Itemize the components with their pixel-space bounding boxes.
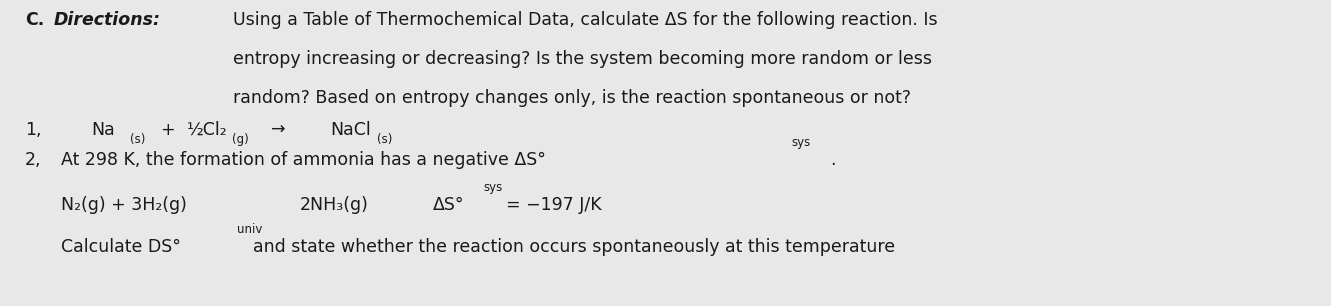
Text: NaCl: NaCl (330, 121, 371, 139)
Text: 2NH₃(g): 2NH₃(g) (299, 196, 369, 214)
Text: 2,: 2, (25, 151, 41, 169)
Text: 1,: 1, (25, 121, 41, 139)
Text: ΔS°: ΔS° (433, 196, 465, 214)
Text: univ: univ (237, 223, 262, 236)
Text: (s): (s) (377, 133, 393, 146)
Text: sys: sys (483, 181, 503, 194)
Text: N₂(g) + 3H₂(g): N₂(g) + 3H₂(g) (60, 196, 186, 214)
Text: Directions:: Directions: (53, 11, 161, 29)
Text: and state whether the reaction occurs spontaneously at this temperature: and state whether the reaction occurs sp… (253, 238, 896, 256)
Text: Using a Table of Thermochemical Data, calculate ΔS for the following reaction. I: Using a Table of Thermochemical Data, ca… (233, 11, 938, 29)
Text: At 298 K, the formation of ammonia has a negative ΔS°: At 298 K, the formation of ammonia has a… (60, 151, 546, 169)
Text: random? Based on entropy changes only, is the reaction spontaneous or not?: random? Based on entropy changes only, i… (233, 89, 912, 107)
Text: →: → (270, 121, 285, 139)
Text: (s): (s) (129, 133, 145, 146)
Text: entropy increasing or decreasing? Is the system becoming more random or less: entropy increasing or decreasing? Is the… (233, 50, 933, 68)
Text: sys: sys (792, 136, 811, 149)
Text: Calculate DS°: Calculate DS° (60, 238, 181, 256)
Text: (g): (g) (232, 133, 249, 146)
Text: Na: Na (91, 121, 114, 139)
Text: = −197 J/K: = −197 J/K (506, 196, 602, 214)
Text: +: + (160, 121, 174, 139)
Text: C.: C. (25, 11, 44, 29)
Text: ½Cl₂: ½Cl₂ (186, 121, 228, 139)
Text: .: . (831, 151, 836, 169)
